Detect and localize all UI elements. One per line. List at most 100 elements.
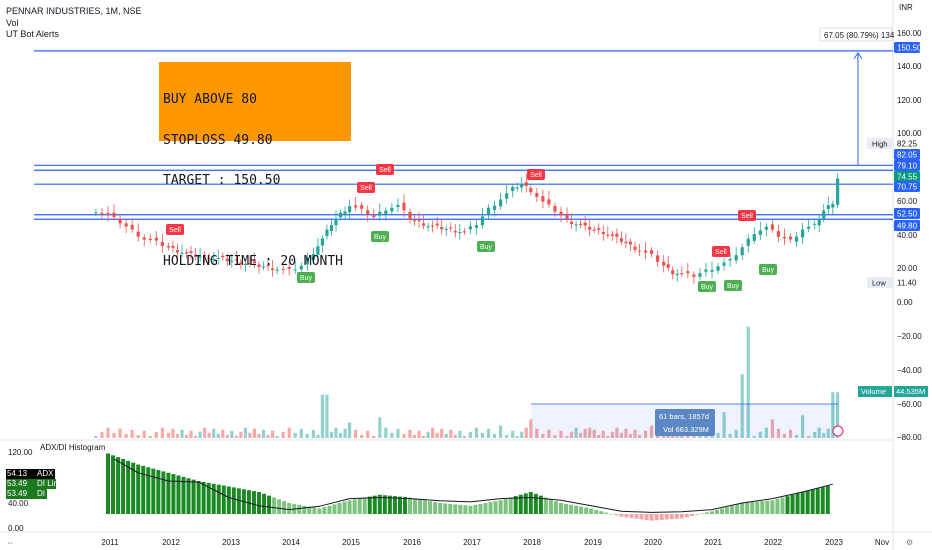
candle-body[interactable] xyxy=(366,210,370,216)
candle-body[interactable] xyxy=(243,263,248,265)
timezone-icon[interactable]: ⇔ xyxy=(6,538,14,547)
candle-body[interactable] xyxy=(529,188,533,193)
sell-signal[interactable] xyxy=(166,224,184,235)
candle-body[interactable] xyxy=(710,270,714,272)
candle-body[interactable] xyxy=(311,254,315,261)
candle-body[interactable] xyxy=(435,223,439,226)
candle-body[interactable] xyxy=(112,212,116,218)
candle-body[interactable] xyxy=(628,241,633,245)
candle-body[interactable] xyxy=(535,193,539,197)
candle-body[interactable] xyxy=(817,219,821,226)
candle-body[interactable] xyxy=(643,250,648,253)
candle-body[interactable] xyxy=(716,266,720,271)
vol-indicator-label[interactable]: Vol xyxy=(6,18,19,28)
candle-body[interactable] xyxy=(225,258,229,262)
candle-body[interactable] xyxy=(505,193,509,199)
candle-body[interactable] xyxy=(559,211,563,216)
candle-body[interactable] xyxy=(257,264,261,267)
candle-body[interactable] xyxy=(261,266,266,268)
candle-body[interactable] xyxy=(299,265,303,270)
buy-signal[interactable] xyxy=(698,281,716,292)
candle-body[interactable] xyxy=(402,202,406,211)
candle-body[interactable] xyxy=(421,223,426,226)
candle-body[interactable] xyxy=(782,236,787,239)
candle-body[interactable] xyxy=(248,263,252,265)
candle-body[interactable] xyxy=(198,256,202,258)
candle-body[interactable] xyxy=(553,206,557,212)
sell-signal[interactable] xyxy=(376,164,394,175)
candle-body[interactable] xyxy=(325,229,329,237)
price-tag-bg[interactable] xyxy=(894,42,920,53)
candle-body[interactable] xyxy=(329,225,334,232)
candle-body[interactable] xyxy=(633,246,637,250)
candle-body[interactable] xyxy=(499,199,503,207)
candle-body[interactable] xyxy=(574,224,578,226)
candle-body[interactable] xyxy=(492,205,497,210)
candle-body[interactable] xyxy=(692,274,696,277)
candle-body[interactable] xyxy=(412,220,417,222)
candle-body[interactable] xyxy=(184,252,189,254)
buy-signal[interactable] xyxy=(477,241,495,252)
candle-body[interactable] xyxy=(334,218,338,226)
candle-body[interactable] xyxy=(444,228,448,230)
candle-body[interactable] xyxy=(230,260,234,262)
candle-body[interactable] xyxy=(579,223,583,225)
candle-body[interactable] xyxy=(770,224,774,230)
buy-signal[interactable] xyxy=(297,272,315,283)
price-tag-bg[interactable] xyxy=(894,208,920,219)
candle-body[interactable] xyxy=(417,219,421,222)
candle-body[interactable] xyxy=(384,210,388,215)
candle-body[interactable] xyxy=(541,196,545,202)
alert-icon[interactable] xyxy=(832,425,844,437)
candle-body[interactable] xyxy=(511,186,515,191)
candle-body[interactable] xyxy=(686,271,690,274)
candle-body[interactable] xyxy=(728,258,732,261)
candle-body[interactable] xyxy=(343,211,347,215)
candle-body[interactable] xyxy=(160,242,164,247)
candle-body[interactable] xyxy=(281,268,285,270)
candle-body[interactable] xyxy=(520,183,524,188)
candle-body[interactable] xyxy=(776,231,781,237)
sell-signal[interactable] xyxy=(357,182,375,193)
candle-body[interactable] xyxy=(453,230,457,233)
candle-body[interactable] xyxy=(106,212,110,215)
candle-body[interactable] xyxy=(458,232,462,234)
candle-body[interactable] xyxy=(807,226,811,229)
candle-body[interactable] xyxy=(704,269,708,272)
sell-signal[interactable] xyxy=(738,210,756,221)
candle-body[interactable] xyxy=(734,255,738,261)
price-tag-bg[interactable] xyxy=(894,171,920,182)
candle-body[interactable] xyxy=(316,246,320,255)
candle-body[interactable] xyxy=(801,229,805,238)
candle-body[interactable] xyxy=(287,267,291,269)
settings-gear-icon[interactable]: ⚙ xyxy=(906,538,913,547)
candle-body[interactable] xyxy=(166,246,170,248)
candle-body[interactable] xyxy=(650,250,654,254)
price-tag-bg[interactable] xyxy=(894,181,920,192)
price-tag-bg[interactable] xyxy=(894,149,920,160)
candle-body[interactable] xyxy=(601,232,605,235)
candle-body[interactable] xyxy=(180,252,184,254)
sell-signal[interactable] xyxy=(712,246,730,257)
candle-body[interactable] xyxy=(270,268,275,271)
candle-body[interactable] xyxy=(680,273,684,275)
candle-body[interactable] xyxy=(468,226,472,230)
candle-body[interactable] xyxy=(831,203,835,208)
candle-body[interactable] xyxy=(752,234,756,241)
candle-body[interactable] xyxy=(565,214,569,220)
ut-bot-indicator-label[interactable]: UT Bot Alerts xyxy=(6,29,59,39)
candle-body[interactable] xyxy=(788,236,793,240)
candle-body[interactable] xyxy=(203,255,207,257)
candle-body[interactable] xyxy=(171,245,175,248)
candle-body[interactable] xyxy=(764,226,768,230)
candle-body[interactable] xyxy=(154,237,158,241)
candle-body[interactable] xyxy=(515,187,519,189)
candle-body[interactable] xyxy=(130,224,134,230)
candle-body[interactable] xyxy=(212,258,216,261)
candle-body[interactable] xyxy=(338,212,343,218)
candle-body[interactable] xyxy=(207,258,211,260)
candle-body[interactable] xyxy=(583,222,587,226)
candle-body[interactable] xyxy=(175,250,180,253)
